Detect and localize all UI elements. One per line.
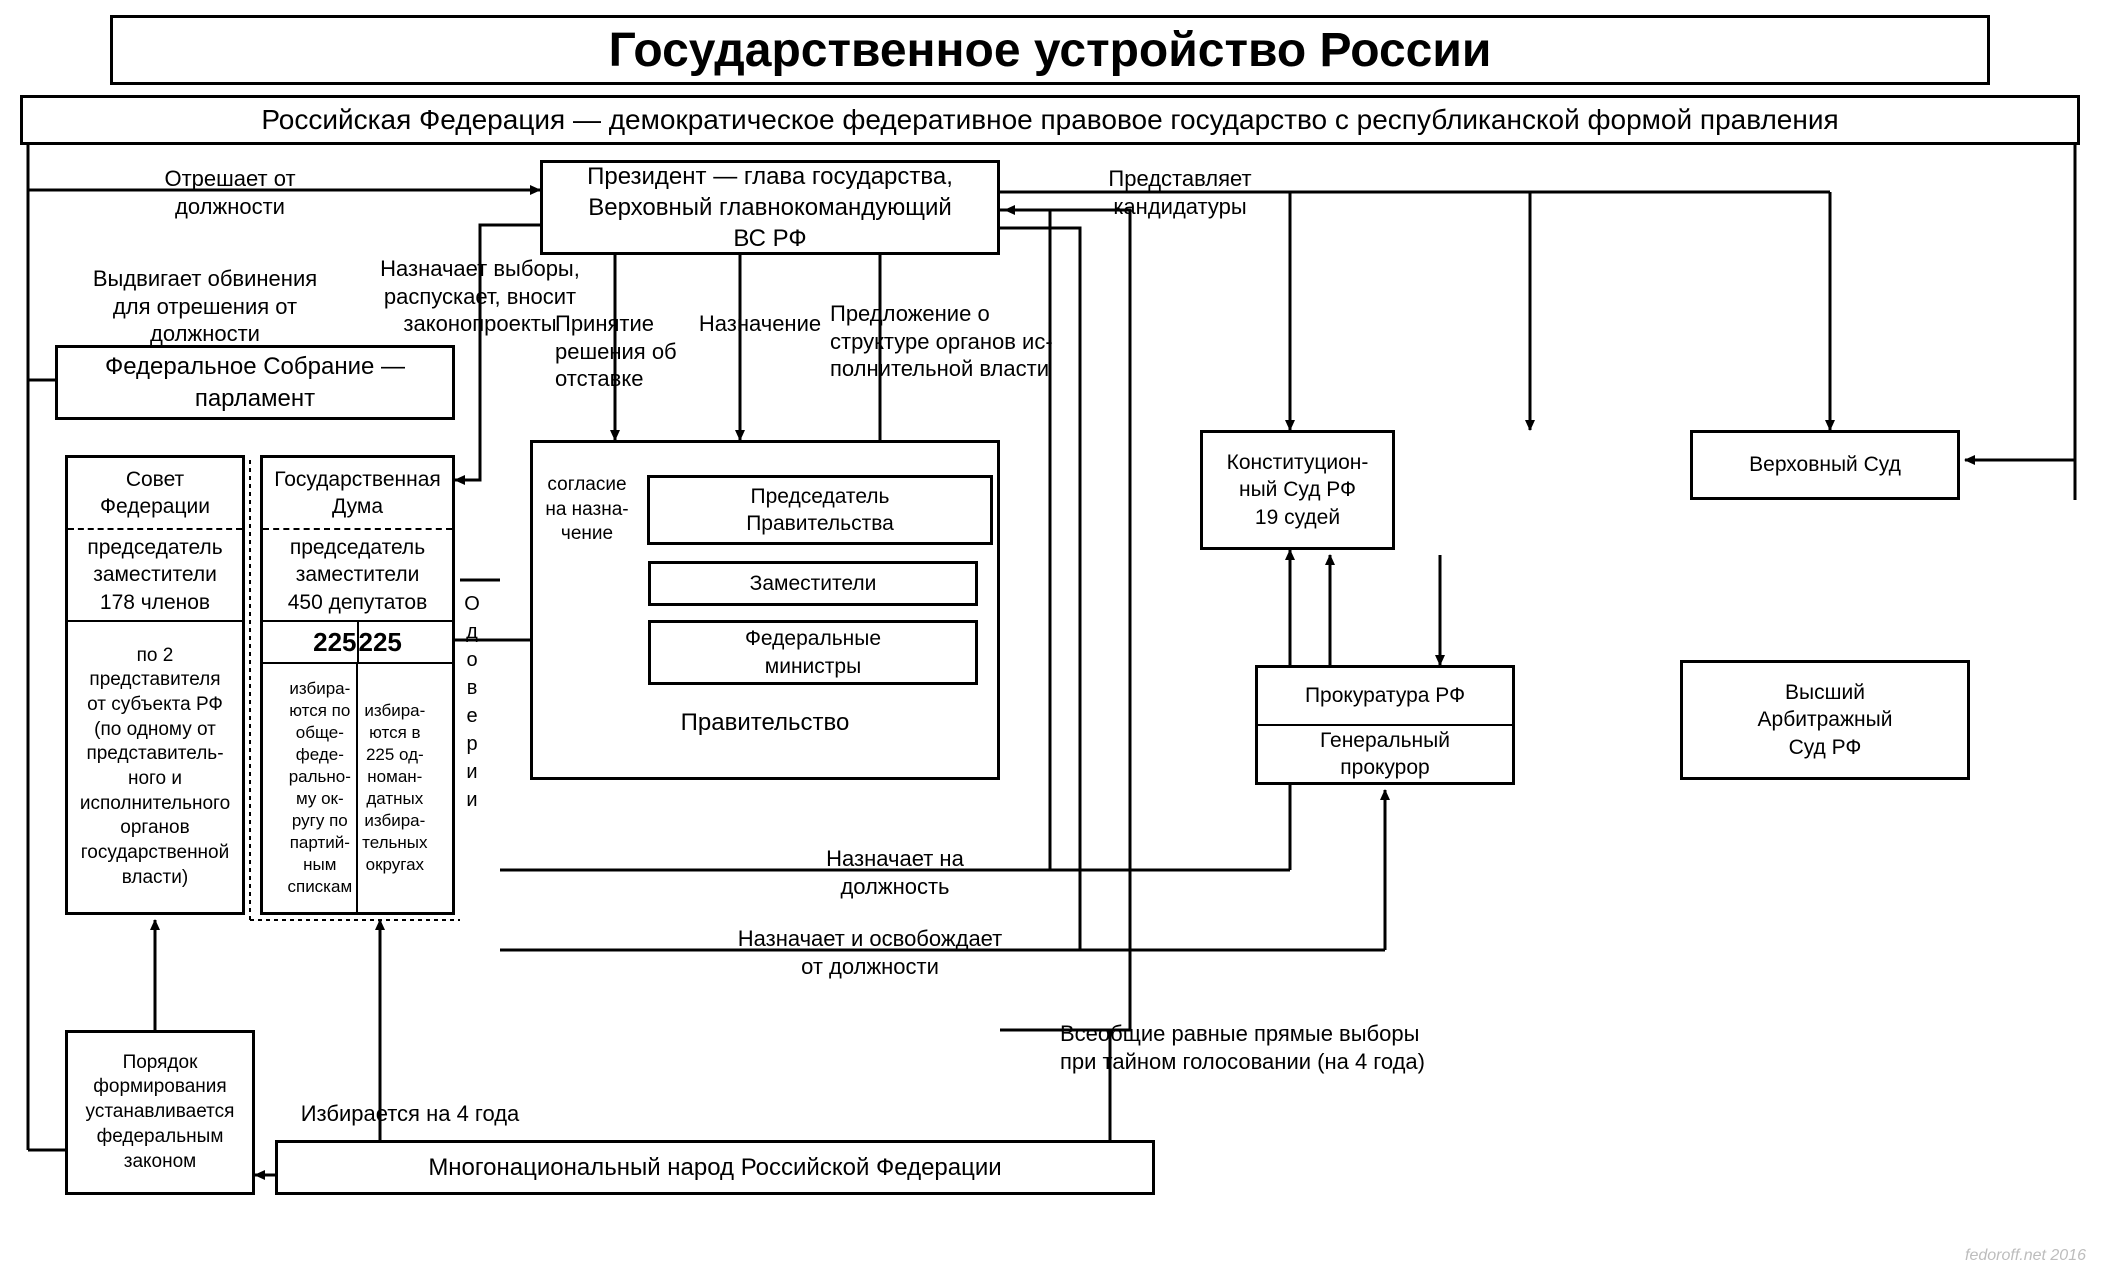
duma-right-desc: избира- ются в 225 од- номан- датных изб… bbox=[362, 700, 427, 877]
prosecutor-box: Прокуратура РФ Генеральный прокурор bbox=[1255, 665, 1515, 785]
people-box: Многонациональный народ Российской Федер… bbox=[275, 1140, 1155, 1195]
supreme-court-text: Верховный Суд bbox=[1749, 451, 1901, 478]
lbl-candidates: Представляет кандидатуры bbox=[1070, 165, 1290, 220]
gov-caption: Правительство bbox=[681, 707, 850, 738]
duma-225-left: 225 bbox=[313, 622, 358, 662]
parliament-name: Федеральное Собрание — парламент bbox=[105, 351, 405, 413]
supreme-court-box: Верховный Суд bbox=[1690, 430, 1960, 500]
main-title: Государственное устройство России bbox=[609, 23, 1492, 78]
lbl-propose: Предложение о структуре органов ис- полн… bbox=[830, 300, 1070, 383]
duma-225-right: 225 bbox=[359, 622, 402, 662]
consent-label: согласие на назна- чение bbox=[537, 473, 637, 547]
const-court-text: Конституцион- ный Суд РФ 19 судей bbox=[1227, 449, 1369, 531]
duma-box: Государственная Дума председатель замест… bbox=[260, 455, 455, 915]
arbitr-court-text: Высший Арбитражный Суд РФ bbox=[1758, 679, 1893, 761]
trust-label: О д о в е р и и Одоверии bbox=[462, 590, 482, 814]
lbl-appoint-release: Назначает и освобождает от должности bbox=[680, 925, 1060, 980]
order-box: Порядок формирования устанавливается фед… bbox=[65, 1030, 255, 1195]
duma-left-desc: избира- ются по обще- феде- рально- му о… bbox=[287, 678, 352, 899]
gov-chair: Председатель Правительства bbox=[746, 483, 894, 538]
order-text: Порядок формирования устанавливается фед… bbox=[86, 1051, 235, 1174]
const-court-box: Конституцион- ный Суд РФ 19 судей bbox=[1200, 430, 1395, 550]
lbl-appoint-post: Назначает на должность bbox=[770, 845, 1020, 900]
sovfed-box: Совет Федерации председатель заместители… bbox=[65, 455, 245, 915]
lbl-accuse: Выдвигает обвинения для отрешения от дол… bbox=[55, 265, 355, 348]
sovfed-desc: по 2 представителя от субъекта РФ (по од… bbox=[80, 644, 230, 891]
parliament-box: Федеральное Собрание — парламент bbox=[55, 345, 455, 420]
gov-deputies: Заместители bbox=[750, 570, 877, 597]
lbl-naznach: Назначение bbox=[690, 310, 830, 338]
prosecutor-top: Прокуратура РФ bbox=[1305, 682, 1465, 709]
subtitle-text: Российская Федерация — демократическое ф… bbox=[261, 104, 1838, 136]
lbl-decision-resign: Принятие решения об отставке bbox=[555, 310, 705, 393]
president-box: Президент — глава государства, Верховный… bbox=[540, 160, 1000, 255]
arbitr-court-box: Высший Арбитражный Суд РФ bbox=[1680, 660, 1970, 780]
lbl-dismiss: Отрешает от должности bbox=[120, 165, 340, 220]
title-box: Государственное устройство России bbox=[110, 15, 1990, 85]
gov-ministers: Федеральные министры bbox=[745, 625, 881, 680]
sovfed-name: Совет Федерации bbox=[100, 466, 210, 521]
duma-name: Государственная Дума bbox=[274, 466, 441, 521]
government-box: согласие на назна- чение Председатель Пр… bbox=[530, 440, 1000, 780]
prosecutor-bot: Генеральный прокурор bbox=[1320, 727, 1450, 782]
people-text: Многонациональный народ Российской Федер… bbox=[428, 1152, 1001, 1183]
credit-text: fedoroff.net 2016 bbox=[1965, 1247, 2086, 1265]
subtitle-box: Российская Федерация — демократическое ф… bbox=[20, 95, 2080, 145]
duma-chair: председатель заместители 450 депутатов bbox=[288, 534, 428, 616]
president-text: Президент — глава государства, Верховный… bbox=[587, 161, 953, 255]
sovfed-chair: председатель заместители 178 членов bbox=[87, 534, 222, 616]
lbl-elections: Всеобщие равные прямые выборы при тайном… bbox=[1060, 1020, 1580, 1075]
lbl-elected4: Избирается на 4 года bbox=[270, 1100, 550, 1128]
